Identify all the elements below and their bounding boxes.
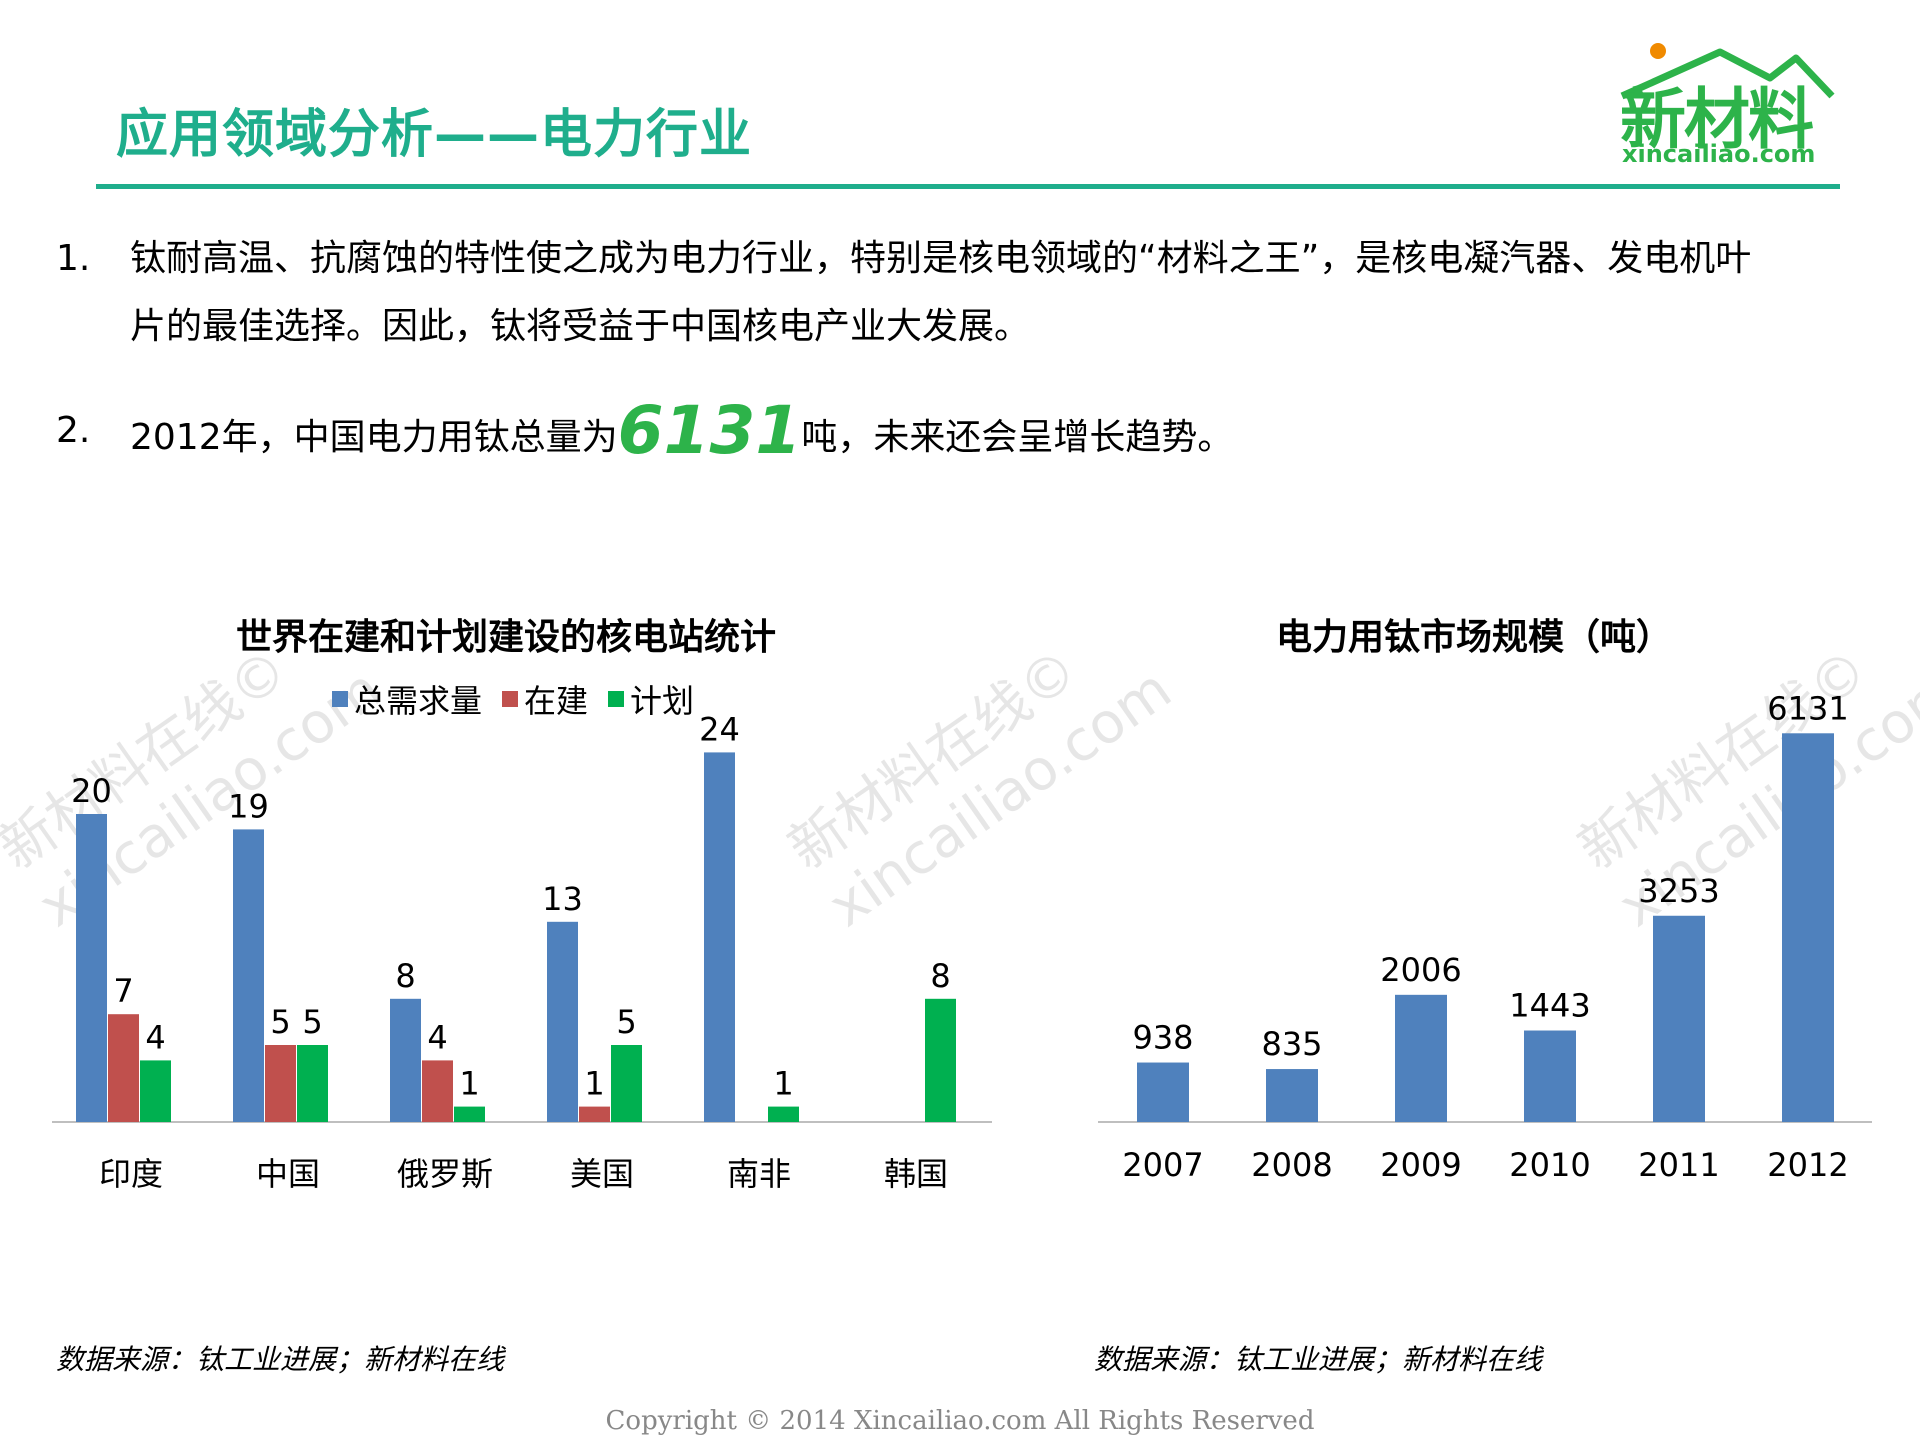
chart-1-category-label: 俄罗斯 bbox=[397, 1155, 493, 1193]
legend-item: 计划 bbox=[608, 676, 694, 722]
chart-2-data-label: 835 bbox=[1261, 1025, 1322, 1063]
legend-label: 在建 bbox=[524, 682, 589, 720]
chart-2-category-label: 2011 bbox=[1638, 1146, 1719, 1184]
chart-1-bar bbox=[611, 1045, 642, 1122]
chart-1-bar bbox=[140, 1060, 171, 1122]
copyright-footer: Copyright © 2014 Xincailiao.com All Righ… bbox=[605, 1406, 1315, 1436]
chart-1-category-label: 韩国 bbox=[884, 1155, 948, 1193]
chart-1-bar bbox=[454, 1106, 485, 1122]
chart-1-data-label: 5 bbox=[302, 1003, 322, 1041]
chart-2-data-label: 6131 bbox=[1767, 689, 1848, 727]
bullet-1: 1. 钛耐高温、抗腐蚀的特性使之成为电力行业，特别是核电领域的“材料之王”，是核… bbox=[56, 225, 1856, 361]
chart-2-data-label: 938 bbox=[1132, 1019, 1193, 1057]
chart-1-bar bbox=[108, 1014, 139, 1122]
bullet-list: 1. 钛耐高温、抗腐蚀的特性使之成为电力行业，特别是核电领域的“材料之王”，是核… bbox=[56, 225, 1856, 472]
chart-1-title: 世界在建和计划建设的核电站统计 bbox=[236, 617, 777, 658]
bullet-2-text-before: 2012年，中国电力用钛总量为 bbox=[130, 417, 618, 458]
legend-label: 总需求量 bbox=[354, 682, 483, 720]
chart-1-category-label: 印度 bbox=[99, 1155, 163, 1193]
source-note-left: 数据来源：钛工业进展；新材料在线 bbox=[56, 1343, 505, 1376]
bullet-1-line-2: 片的最佳选择。因此，钛将受益于中国核电产业大发展。 bbox=[130, 306, 1031, 347]
chart-1-bar bbox=[233, 829, 264, 1122]
chart-1-data-label: 1 bbox=[773, 1065, 793, 1103]
chart-1-bar bbox=[297, 1045, 328, 1122]
bullet-number: 2. bbox=[56, 410, 91, 451]
chart-2-bar bbox=[1266, 1069, 1318, 1122]
legend-label: 计划 bbox=[630, 682, 695, 720]
chart-1-data-label: 1 bbox=[584, 1065, 604, 1103]
legend-swatch bbox=[502, 691, 519, 707]
chart-2-bar bbox=[1782, 733, 1834, 1122]
bullet-2: 2. 2012年，中国电力用钛总量为6131吨，未来还会呈增长趋势。 bbox=[56, 397, 1856, 472]
title-divider bbox=[96, 184, 1840, 189]
chart-2-category-label: 2009 bbox=[1380, 1146, 1461, 1184]
chart-1-data-label: 24 bbox=[699, 710, 740, 748]
chart-1-data-label: 5 bbox=[616, 1003, 636, 1041]
source-note-right: 数据来源：钛工业进展；新材料在线 bbox=[1094, 1343, 1543, 1376]
chart-1-legend: 总需求量 在建 计划 bbox=[332, 676, 694, 722]
chart-2-bar bbox=[1524, 1030, 1576, 1122]
page-title: 应用领域分析——电力行业 bbox=[116, 105, 753, 165]
chart-1-bar bbox=[76, 814, 107, 1122]
chart-1-bar bbox=[704, 752, 735, 1122]
logo-text-en: xincailiao.com bbox=[1622, 140, 1816, 168]
chart-2-bar bbox=[1137, 1062, 1189, 1122]
chart-2-bar bbox=[1395, 994, 1447, 1122]
chart-2-category-label: 2010 bbox=[1509, 1146, 1590, 1184]
legend-swatch bbox=[332, 691, 348, 707]
chart-1-data-label: 20 bbox=[71, 772, 112, 810]
chart-1-bar bbox=[390, 998, 421, 1122]
chart-1-bar bbox=[768, 1106, 799, 1122]
chart-1-bar bbox=[925, 998, 956, 1122]
chart-2-category-label: 2007 bbox=[1122, 1146, 1203, 1184]
bullet-number: 1. bbox=[56, 238, 91, 279]
chart-1-category-label: 美国 bbox=[570, 1155, 634, 1193]
logo-text-cn: 新材料 bbox=[1620, 81, 1814, 158]
chart-1-bar bbox=[579, 1106, 610, 1122]
chart-1-bar bbox=[422, 1060, 453, 1122]
chart-1-data-label: 19 bbox=[228, 787, 269, 825]
legend-swatch bbox=[608, 691, 625, 707]
logo-house-icon bbox=[1620, 43, 1835, 100]
chart-1-data-label: 5 bbox=[270, 1003, 290, 1041]
legend-item: 总需求量 bbox=[332, 676, 482, 722]
chart-2-data-label: 1443 bbox=[1509, 987, 1590, 1025]
chart-1-category-label: 中国 bbox=[256, 1155, 320, 1193]
chart-1-data-label: 1 bbox=[459, 1065, 479, 1103]
chart-1-data-label: 8 bbox=[395, 957, 415, 995]
legend-item: 在建 bbox=[502, 676, 588, 722]
chart-1-category-label: 南非 bbox=[727, 1155, 791, 1193]
chart-1-bar bbox=[265, 1045, 296, 1122]
chart-1-data-label: 8 bbox=[930, 957, 950, 995]
chart-2-data-label: 3253 bbox=[1638, 872, 1719, 910]
chart-1-data-label: 7 bbox=[113, 972, 133, 1010]
bullet-2-text-after: 吨，未来还会呈增长趋势。 bbox=[801, 417, 1234, 458]
chart-2-title: 电力用钛市场规模（吨） bbox=[1276, 617, 1673, 658]
chart-2-data-label: 2006 bbox=[1380, 951, 1461, 989]
chart-1-bar bbox=[547, 921, 578, 1122]
chart-2-category-label: 2008 bbox=[1251, 1146, 1332, 1184]
chart-2-bar bbox=[1653, 915, 1705, 1122]
chart-1-data-label: 13 bbox=[542, 880, 583, 918]
chart-2-category-label: 2012 bbox=[1767, 1146, 1848, 1184]
bullet-2-highlight-value: 6131 bbox=[617, 392, 802, 469]
chart-1-data-label: 4 bbox=[145, 1018, 165, 1056]
brand-logo: 新材料 xincailiao.com bbox=[1600, 36, 1850, 176]
chart-1-data-label: 4 bbox=[427, 1018, 447, 1056]
bullet-1-line-1: 钛耐高温、抗腐蚀的特性使之成为电力行业，特别是核电领域的“材料之王”，是核电凝汽… bbox=[130, 238, 1752, 279]
